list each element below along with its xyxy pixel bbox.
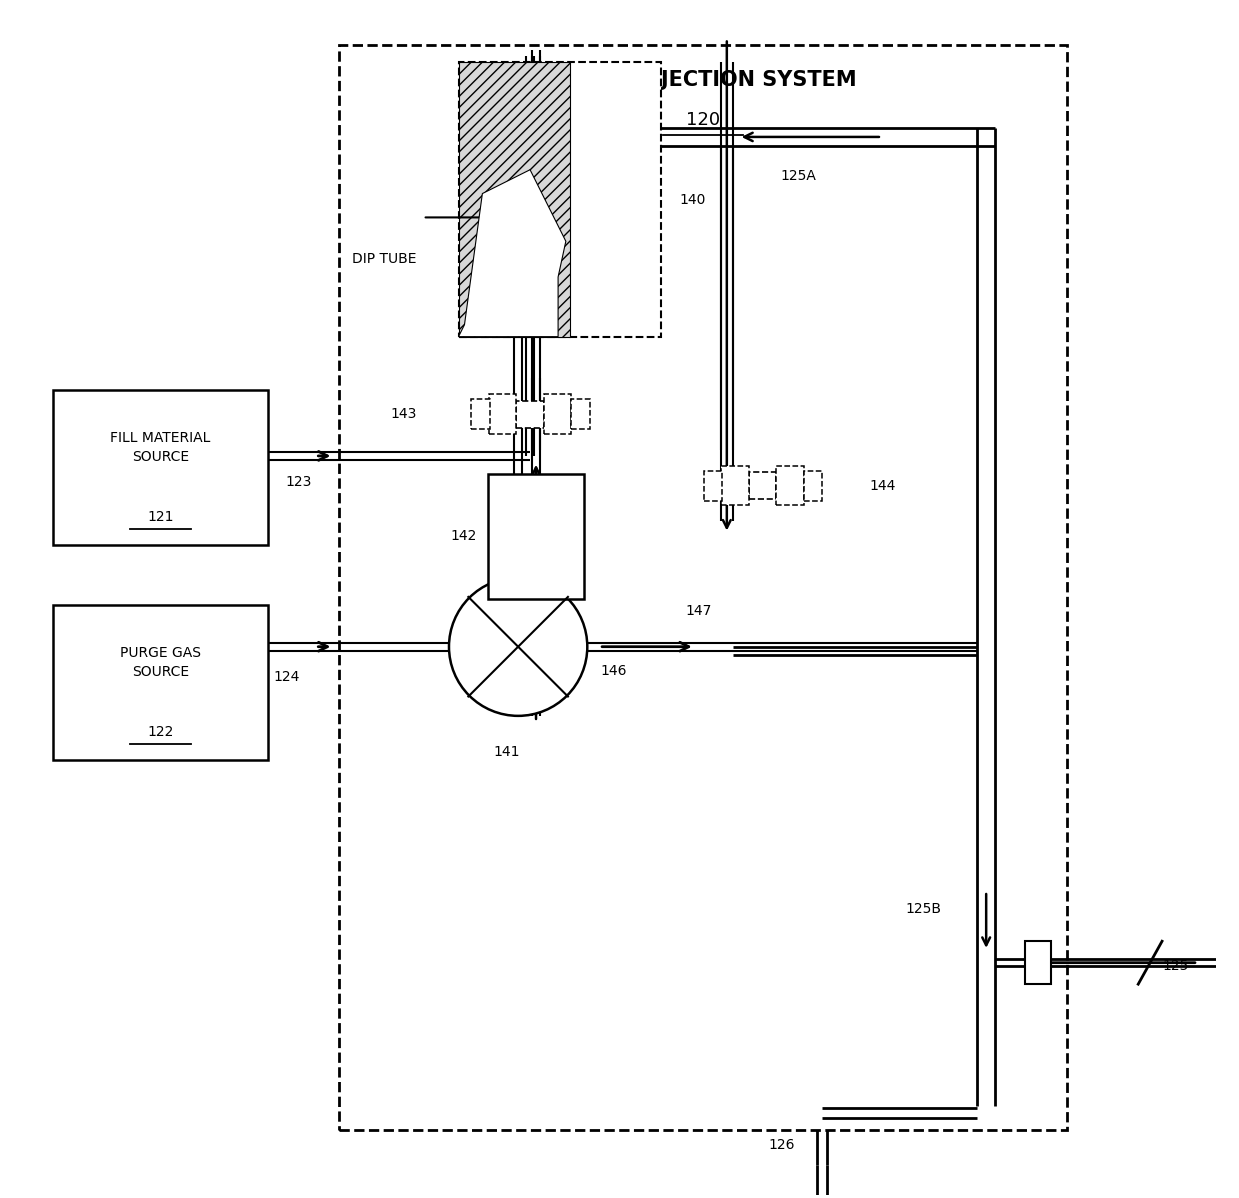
- Text: 121: 121: [147, 510, 173, 525]
- Text: 125B: 125B: [906, 902, 942, 916]
- Bar: [804, 471, 823, 501]
- Bar: [458, 62, 570, 337]
- Bar: [517, 400, 544, 428]
- Text: 126: 126: [768, 1138, 795, 1152]
- Text: FILL MATERIAL
SOURCE: FILL MATERIAL SOURCE: [110, 431, 211, 465]
- Bar: [471, 399, 489, 429]
- Circle shape: [449, 577, 587, 716]
- Text: 144: 144: [870, 479, 896, 492]
- Bar: [458, 62, 662, 337]
- Bar: [571, 399, 590, 429]
- Bar: [704, 471, 722, 501]
- Text: 124: 124: [274, 670, 300, 684]
- Text: 140: 140: [679, 193, 705, 206]
- Text: 143: 143: [390, 407, 416, 422]
- Polygon shape: [458, 170, 566, 337]
- Text: 141: 141: [493, 745, 519, 758]
- Text: 120: 120: [686, 110, 720, 128]
- Bar: [53, 391, 268, 545]
- Bar: [488, 473, 584, 599]
- Text: 125A: 125A: [781, 169, 817, 182]
- Text: 146: 146: [600, 664, 627, 678]
- Bar: [750, 472, 776, 500]
- Text: 123: 123: [286, 476, 312, 489]
- Text: PURGE GAS
SOURCE: PURGE GAS SOURCE: [120, 646, 201, 679]
- Text: 145: 145: [554, 610, 580, 624]
- Bar: [1025, 942, 1051, 985]
- Text: DIP TUBE: DIP TUBE: [352, 252, 416, 266]
- Text: 125: 125: [1162, 960, 1188, 973]
- Text: VAPOR INJECTION SYSTEM: VAPOR INJECTION SYSTEM: [549, 71, 857, 90]
- Bar: [489, 394, 517, 434]
- Bar: [339, 44, 1067, 1130]
- Text: 122: 122: [147, 725, 173, 739]
- Bar: [721, 466, 750, 506]
- Bar: [776, 466, 804, 506]
- Text: 142: 142: [450, 530, 477, 544]
- Bar: [53, 605, 268, 760]
- Text: 147: 147: [685, 604, 711, 618]
- Bar: [544, 394, 571, 434]
